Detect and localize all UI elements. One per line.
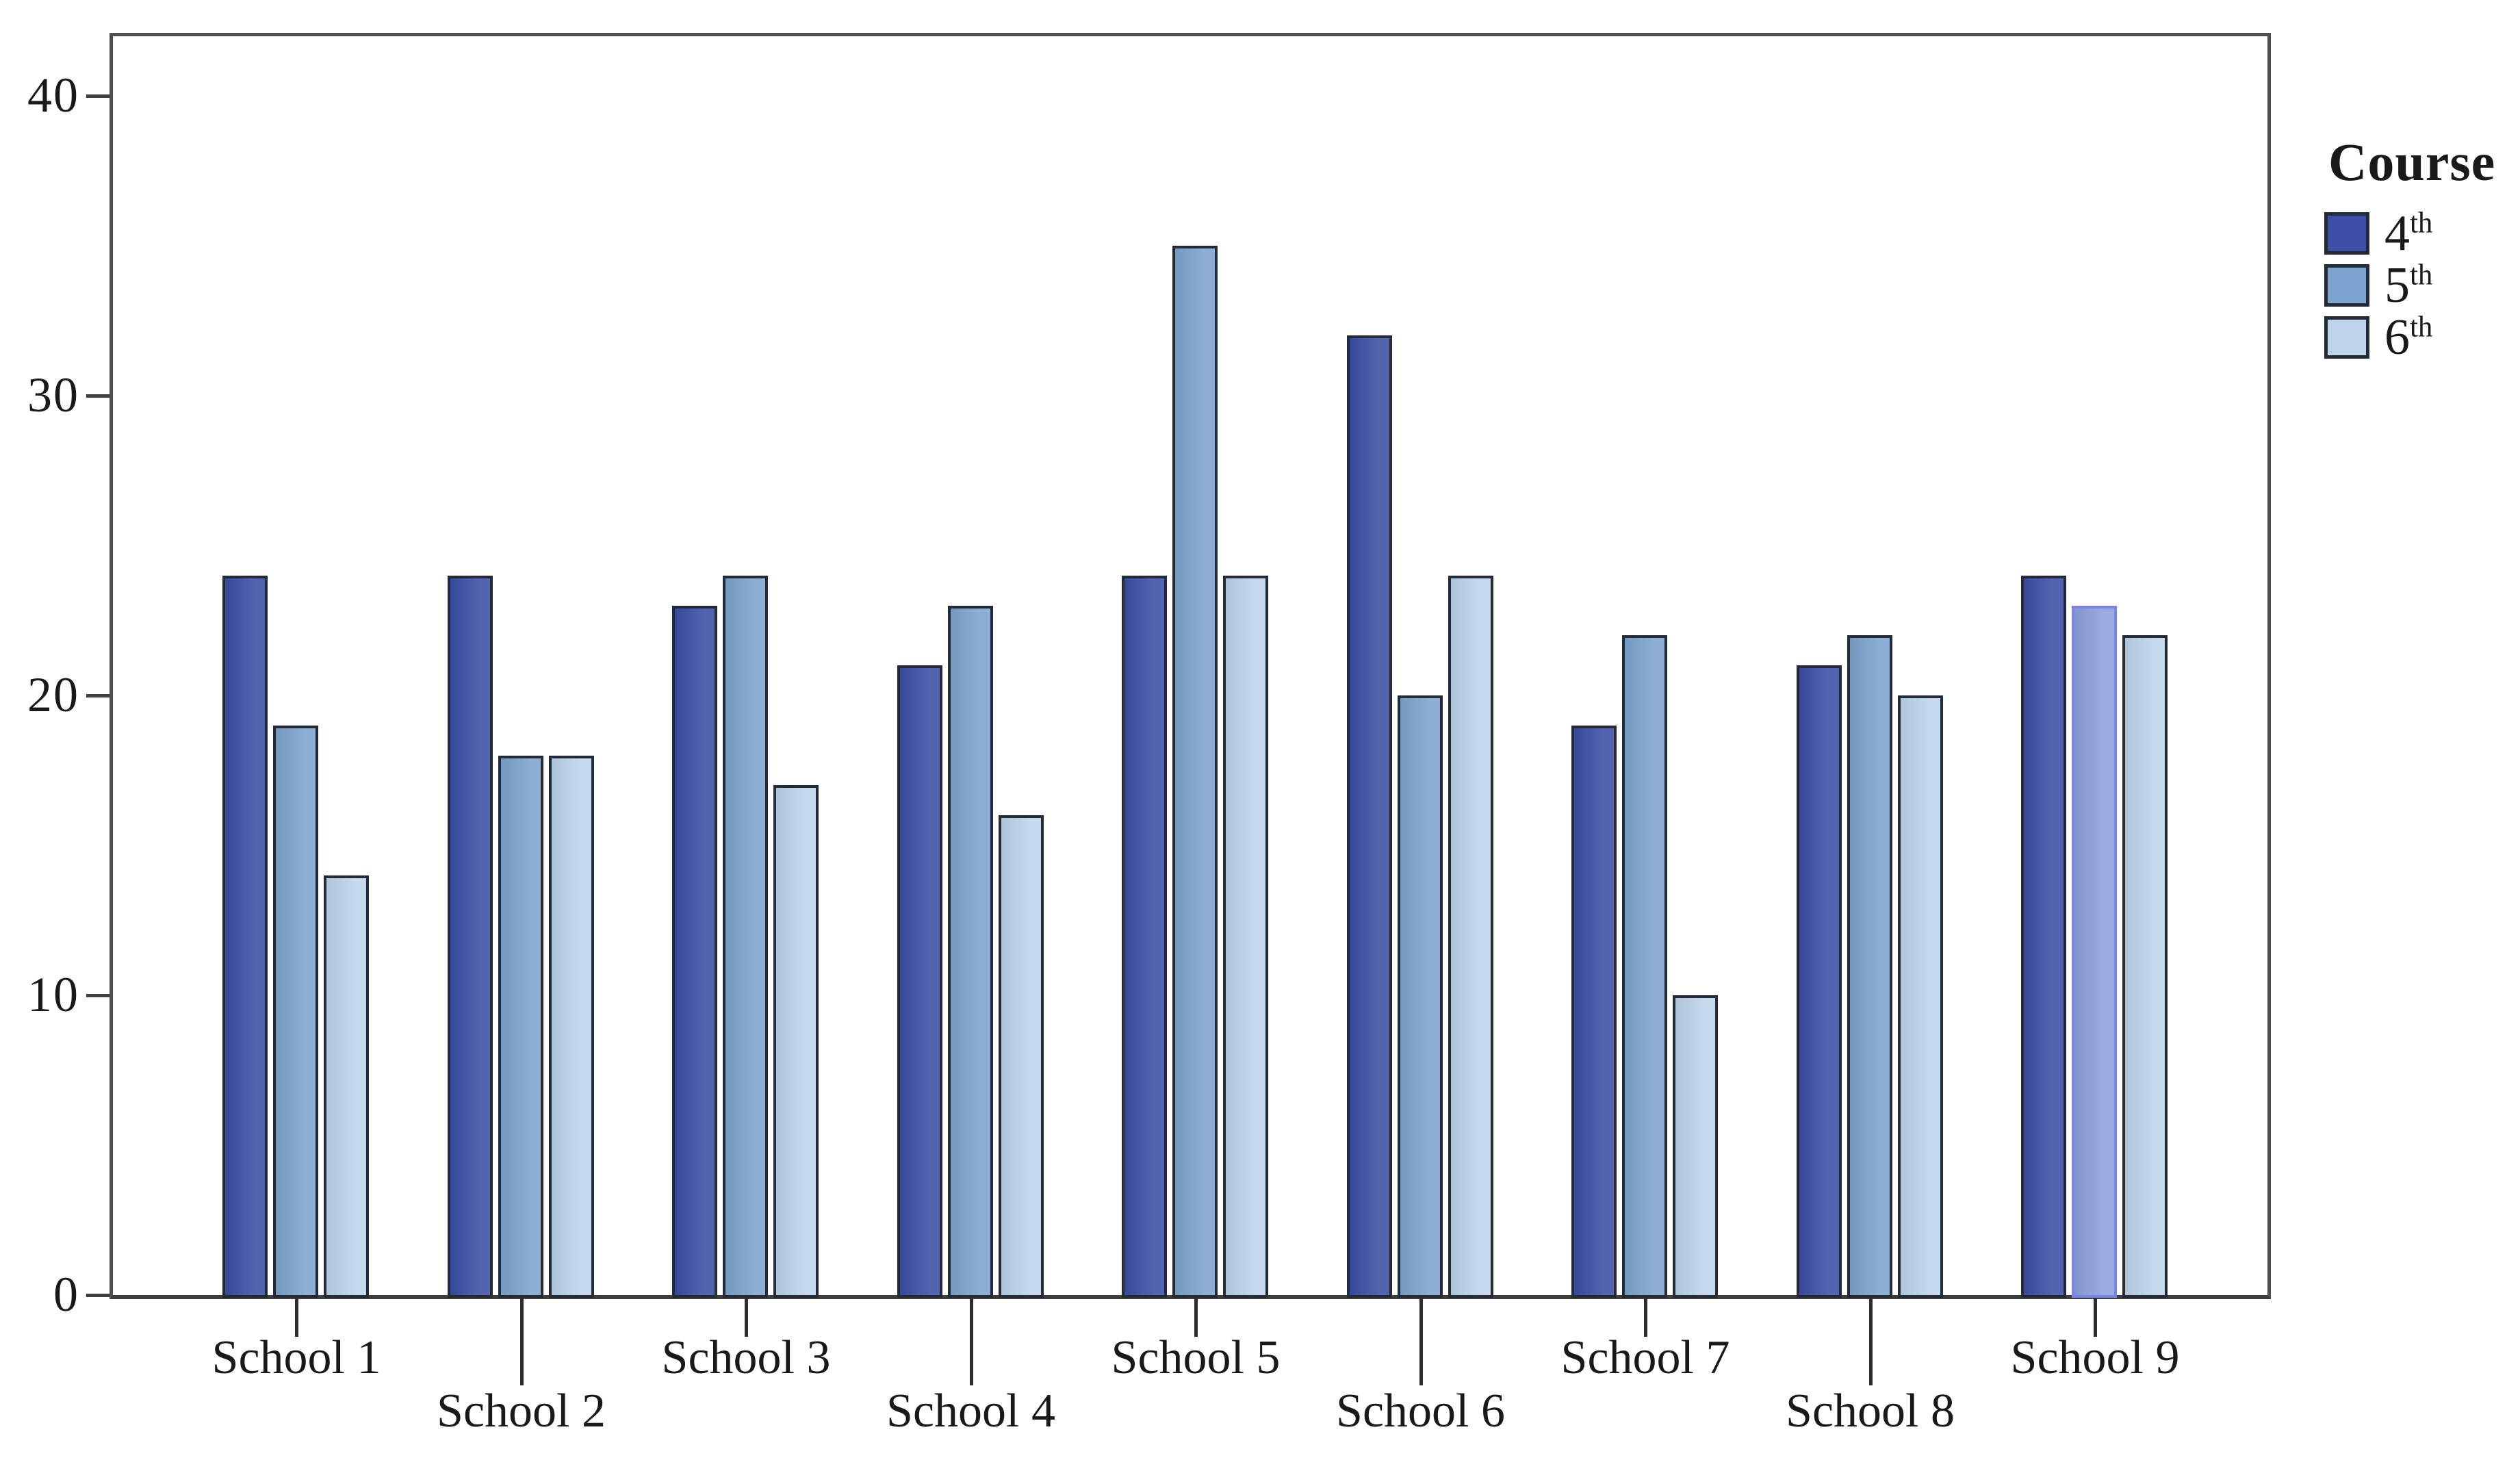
- y-tick: [86, 94, 110, 98]
- bar-4th-school-7: [1571, 725, 1617, 1298]
- x-tick: [1644, 1298, 1647, 1337]
- bar-6th-school-7: [1673, 995, 1718, 1298]
- bar-5th-school-5: [1172, 246, 1218, 1298]
- x-axis-label: School 9: [2010, 1331, 2180, 1384]
- x-axis-label: School 4: [886, 1385, 1055, 1437]
- x-tick: [1194, 1298, 1198, 1337]
- bar-4th-school-6: [1346, 335, 1392, 1298]
- x-tick: [1868, 1298, 1873, 1385]
- bar-5th-school-6: [1397, 695, 1443, 1298]
- legend-items: 4th 5th 6th: [2324, 208, 2520, 363]
- x-tick: [295, 1298, 298, 1337]
- legend-item-5th: 5th: [2324, 260, 2520, 311]
- legend-item-label: 6th: [2384, 309, 2433, 366]
- bar-5th-school-7: [1622, 635, 1667, 1298]
- bar-6th-school-5: [1223, 575, 1268, 1298]
- x-tick: [1419, 1298, 1423, 1385]
- y-tick: [86, 694, 110, 697]
- bar-5th-school-9-highlighted: [2072, 605, 2117, 1298]
- legend-item-4th: 4th: [2324, 208, 2520, 259]
- bar-5th-school-8: [1847, 635, 1892, 1298]
- bar-6th-school-9: [2122, 635, 2168, 1298]
- y-tick-label: 40: [27, 68, 79, 123]
- bar-4th-school-3: [672, 605, 717, 1298]
- bar-4th-school-8: [1796, 665, 1842, 1298]
- bar-6th-school-6: [1448, 575, 1493, 1298]
- legend-swatch-6th: [2324, 316, 2369, 359]
- bar-4th-school-2: [447, 575, 493, 1298]
- bar-5th-school-4: [947, 605, 993, 1298]
- x-axis-label: School 3: [661, 1331, 831, 1384]
- bar-5th-school-3: [723, 575, 768, 1298]
- x-tick: [969, 1298, 973, 1385]
- bar-5th-school-2: [498, 755, 543, 1298]
- legend: Course 4th 5th 6th: [2324, 134, 2520, 368]
- y-tick: [86, 394, 110, 398]
- bar-4th-school-5: [1122, 575, 1167, 1298]
- x-axis-label: School 8: [1786, 1385, 1955, 1437]
- x-axis-label: School 2: [437, 1385, 606, 1437]
- bar-6th-school-8: [1897, 695, 1943, 1298]
- x-axis-label: School 5: [1111, 1331, 1281, 1384]
- legend-swatch-5th: [2324, 264, 2369, 307]
- legend-item-6th: 6th: [2324, 312, 2520, 363]
- y-tick: [86, 1294, 110, 1297]
- y-tick-label: 30: [27, 368, 79, 422]
- bar-4th-school-9: [2021, 575, 2066, 1298]
- y-tick: [86, 994, 110, 997]
- bar-6th-school-2: [548, 755, 594, 1298]
- bar-4th-school-4: [897, 665, 942, 1298]
- bar-6th-school-1: [324, 875, 369, 1298]
- bar-6th-school-4: [998, 815, 1044, 1298]
- bar-6th-school-3: [773, 785, 819, 1298]
- y-tick-label: 0: [53, 1267, 79, 1322]
- x-tick: [519, 1298, 524, 1385]
- legend-title: Course: [2328, 132, 2496, 192]
- legend-swatch-4th: [2324, 212, 2369, 255]
- x-tick: [745, 1298, 748, 1337]
- legend-item-label: 5th: [2384, 257, 2433, 313]
- x-axis-label: School 6: [1336, 1385, 1505, 1437]
- x-tick: [2094, 1298, 2097, 1337]
- x-axis-label: School 7: [1560, 1331, 1730, 1384]
- bar-5th-school-1: [273, 725, 318, 1298]
- bar-4th-school-1: [222, 575, 268, 1298]
- legend-item-label: 4th: [2384, 205, 2433, 261]
- y-tick-label: 20: [27, 667, 79, 722]
- x-axis-label: School 1: [211, 1331, 381, 1384]
- y-tick-label: 10: [27, 967, 79, 1022]
